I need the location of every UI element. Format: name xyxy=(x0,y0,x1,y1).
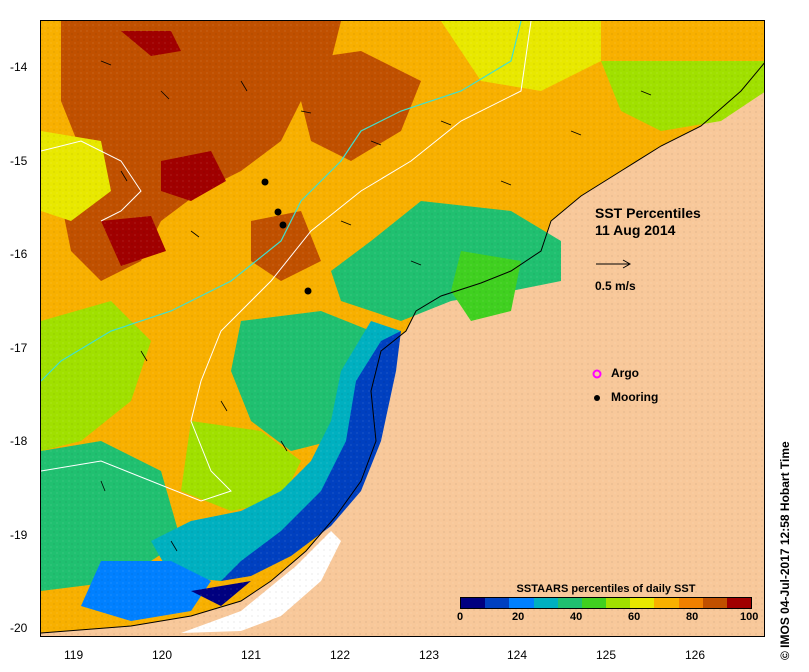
vector-scale-label: 0.5 m/s xyxy=(595,279,636,293)
lon-tick: 119 xyxy=(64,648,84,662)
colorbar-cell xyxy=(678,598,703,608)
colorbar-tick: 0 xyxy=(457,611,464,623)
argo-marker xyxy=(592,369,602,379)
colorbar-cell xyxy=(461,598,486,608)
lon-tick: 122 xyxy=(330,648,351,662)
lon-tick: 123 xyxy=(419,648,440,662)
colorbar-tick: 60 xyxy=(628,611,641,623)
lon-tick: 121 xyxy=(241,648,262,662)
mooring-marker xyxy=(261,178,269,186)
mooring-marker xyxy=(304,287,312,295)
colorbar-tick: 40 xyxy=(570,611,583,623)
contour-white-2 xyxy=(41,140,142,222)
colorbar-tick: 20 xyxy=(512,611,525,623)
colorbar-tick: 100 xyxy=(740,611,759,623)
coastline xyxy=(41,62,764,634)
colorbar-cell xyxy=(702,598,727,608)
title-line-2: 11 Aug 2014 xyxy=(595,222,676,238)
colorbar-cell xyxy=(533,598,558,608)
lat-tick: -17 xyxy=(10,341,28,355)
colorbar-cell xyxy=(654,598,679,608)
colorbar-scale xyxy=(460,597,752,609)
lat-tick: -18 xyxy=(10,434,28,448)
sst-map xyxy=(41,21,764,636)
lat-tick: -15 xyxy=(10,154,28,168)
colorbar-cell xyxy=(485,598,510,608)
current-vectors xyxy=(100,60,652,552)
mooring-marker xyxy=(279,221,287,229)
colorbar-cell xyxy=(557,598,582,608)
lat-tick: -19 xyxy=(10,528,28,542)
credit-text: © IMOS 04-Jul-2017 12:58 Hobart Time xyxy=(778,441,792,660)
mooring-marker xyxy=(274,208,282,216)
map-panel xyxy=(40,20,765,637)
lat-tick: -14 xyxy=(10,60,28,74)
colorbar-cell xyxy=(726,598,752,608)
colorbar-cell xyxy=(509,598,534,608)
lon-tick: 124 xyxy=(507,648,528,662)
lon-tick: 126 xyxy=(685,648,706,662)
title-line-1: SST Percentiles xyxy=(595,205,701,221)
contour-white-1 xyxy=(41,21,532,502)
colorbar-cell xyxy=(581,598,607,608)
map-title: SST Percentiles 11 Aug 2014 xyxy=(595,205,701,239)
lon-tick: 125 xyxy=(596,648,617,662)
colorbar-title: SSTAARS percentiles of daily SST xyxy=(516,583,696,595)
argo-legend-label: Argo xyxy=(611,366,639,380)
mooring-legend-label: Mooring xyxy=(611,390,659,404)
mooring-legend-marker xyxy=(594,395,600,401)
contour-cyan xyxy=(41,21,522,382)
colorbar-tick: 80 xyxy=(686,611,699,623)
lon-tick: 120 xyxy=(152,648,173,662)
lat-tick: -20 xyxy=(10,621,28,635)
colorbar-cell xyxy=(630,598,655,608)
lat-tick: -16 xyxy=(10,247,28,261)
colorbar-cell xyxy=(606,598,631,608)
colorbar: SSTAARS percentiles of daily SST 0 20 40… xyxy=(457,583,758,627)
